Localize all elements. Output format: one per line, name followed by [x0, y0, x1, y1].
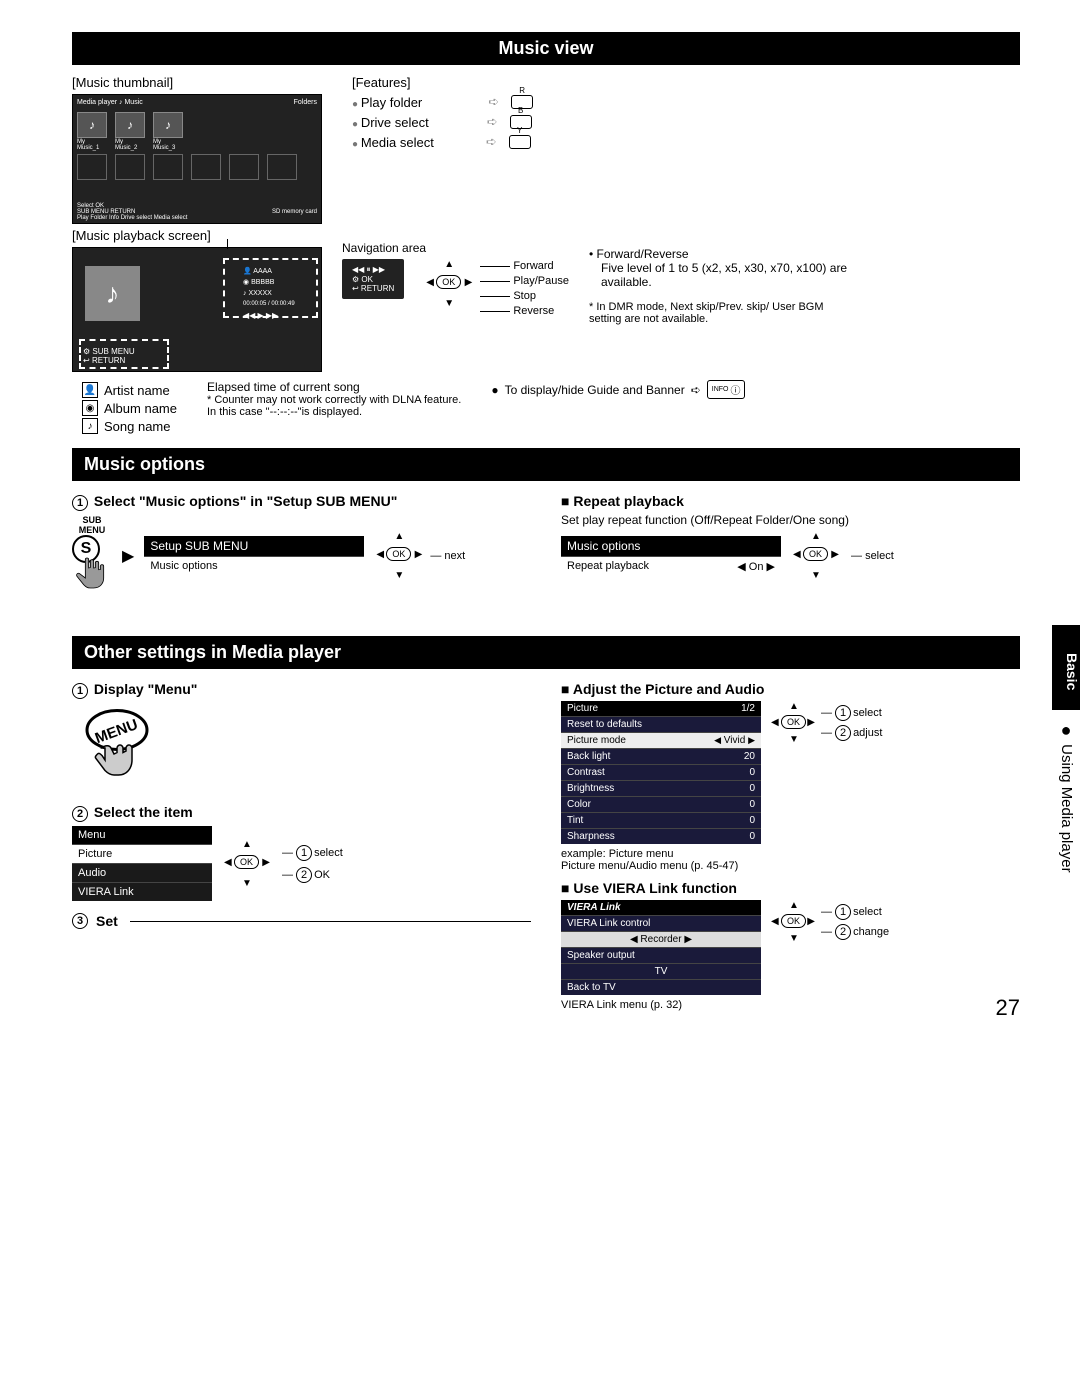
note-icon: ♪: [82, 418, 98, 434]
label-adjust: adjust: [853, 727, 882, 739]
elapsed-note: * Counter may not work correctly with DL…: [207, 394, 461, 418]
step-display-menu: 1 Display "Menu": [72, 681, 531, 699]
step-select-item: 2 Select the item: [72, 804, 531, 822]
feature-drive-select: Drive select: [352, 115, 429, 130]
legend-album: ◉Album name: [82, 400, 177, 416]
menu-button-hand: MENU: [72, 703, 162, 793]
other-settings-title: Other settings in Media player: [72, 636, 1020, 669]
label-select: select: [865, 550, 894, 562]
label-select: select: [853, 707, 882, 719]
music-note-icon: ♪: [153, 112, 183, 138]
nav-area-label: Navigation area: [342, 241, 569, 255]
legend-artist: 👤Artist name: [82, 382, 177, 398]
viera-tv-row[interactable]: TV: [561, 963, 761, 979]
ok-dpad[interactable]: ▲ ◀ ▶ ▼ OK: [771, 701, 815, 745]
disc-icon: ◉: [82, 400, 98, 416]
music-note-icon: ♪: [77, 112, 107, 138]
menu-list: Menu Picture Audio VIERA Link: [72, 826, 212, 901]
dmr-note: * In DMR mode, Next skip/Prev. skip/ Use…: [589, 301, 849, 325]
repeat-playback-row[interactable]: Repeat playback ◀ On ▶: [561, 556, 781, 576]
example-ref: Picture menu/Audio menu (p. 45-47): [561, 860, 1020, 872]
pic-row-backlight[interactable]: Back light20: [561, 748, 761, 764]
example-text: example: Picture menu: [561, 848, 1020, 860]
viera-link-menu: VIERA Link VIERA Link control ◀ Recorder…: [561, 900, 761, 995]
viera-link-title: Use VIERA Link function: [561, 880, 1020, 896]
menu-item-viera-link[interactable]: VIERA Link: [72, 882, 212, 901]
music-thumbnail-mock: Media player ♪ Music Folders ♪ ♪ ♪ My Mu…: [72, 94, 322, 224]
ok-button[interactable]: OK: [781, 914, 806, 928]
picture-menu: Picture1/2 Reset to defaults Picture mod…: [561, 701, 761, 844]
step-select-music-options: 1 Select "Music options" in "Setup SUB M…: [72, 493, 531, 511]
menu-item-picture[interactable]: Picture: [72, 844, 212, 863]
setup-sub-menu: Setup SUB MENU Music options: [144, 536, 364, 575]
label-playpause: Play/Pause: [513, 275, 569, 287]
pic-row-brightness[interactable]: Brightness0: [561, 780, 761, 796]
repeat-desc: Set play repeat function (Off/Repeat Fol…: [561, 513, 1020, 527]
music-options-title: Music options: [72, 448, 1020, 481]
music-options-row[interactable]: Music options: [144, 556, 364, 575]
music-view-title: Music view: [72, 32, 1020, 65]
person-icon: 👤: [82, 382, 98, 398]
label-select: select: [314, 847, 343, 859]
label-select: select: [853, 906, 882, 918]
ok-button[interactable]: OK: [386, 547, 411, 561]
album-art-icon: ♪: [85, 266, 140, 321]
label-reverse: Reverse: [513, 305, 554, 317]
viera-speaker-row[interactable]: Speaker output: [561, 947, 761, 963]
info-button[interactable]: INFO ⓘ: [707, 380, 746, 399]
fr-levels: Five level of 1 to 5 (x2, x5, x30, x70, …: [601, 261, 849, 289]
label-next: next: [444, 550, 465, 562]
ok-button[interactable]: OK: [436, 275, 461, 289]
thumbnail-label: [Music thumbnail]: [72, 75, 332, 90]
ok-dpad[interactable]: ▲ ◀ ▶ ▼ OK: [374, 531, 424, 581]
pic-row-color[interactable]: Color0: [561, 796, 761, 812]
viera-recorder-row[interactable]: ◀ Recorder ▶: [561, 931, 761, 947]
y-button[interactable]: Y: [509, 135, 531, 149]
fr-title: Forward/Reverse: [597, 247, 689, 261]
pic-row-contrast[interactable]: Contrast0: [561, 764, 761, 780]
pic-row-reset[interactable]: Reset to defaults: [561, 716, 761, 732]
pic-row-sharpness[interactable]: Sharpness0: [561, 828, 761, 844]
ok-button[interactable]: OK: [803, 547, 828, 561]
music-note-icon: ♪: [115, 112, 145, 138]
label-ok: OK: [314, 869, 330, 881]
feature-media-select: Media select: [352, 135, 434, 150]
feature-play-folder: Play folder: [352, 95, 422, 110]
menu-item-audio[interactable]: Audio: [72, 863, 212, 882]
ok-dpad[interactable]: ▲ ◀ ▶ ▼ OK: [222, 839, 272, 889]
display-guide-text: To display/hide Guide and Banner: [505, 383, 685, 397]
viera-control-row[interactable]: VIERA Link control: [561, 915, 761, 931]
ok-dpad[interactable]: ▲ ◀ ▶ ▼ OK: [791, 531, 841, 581]
elapsed-title: Elapsed time of current song: [207, 380, 461, 394]
viera-ref: VIERA Link menu (p. 32): [561, 999, 1020, 1011]
side-tab-basic: Basic: [1052, 625, 1080, 710]
label-change: change: [853, 926, 889, 938]
legend-song: ♪Song name: [82, 418, 177, 434]
label-stop: Stop: [513, 290, 536, 302]
playback-screen-mock: ♪ 👤 AAAA ◉ BBBBB ♪ XXXXX 00:00:05 / 00:0…: [72, 247, 322, 372]
arrow-right-icon: [487, 114, 502, 130]
ok-dpad[interactable]: ▲ ◀ ▶ ▼ OK: [424, 259, 474, 309]
ok-dpad[interactable]: ▲ ◀ ▶ ▼ OK: [771, 900, 815, 944]
nav-area-zoom: ◀◀ ⏸ ▶▶ ⚙ OK ↩ RETURN: [342, 259, 404, 299]
arrow-right-icon: [486, 134, 501, 150]
pic-row-mode[interactable]: Picture mode◀ Vivid ▶: [561, 732, 761, 748]
step-set: 3 Set: [72, 913, 531, 929]
pic-row-tint[interactable]: Tint0: [561, 812, 761, 828]
page-number: 27: [996, 995, 1020, 1021]
hand-icon: [72, 553, 112, 593]
features-label: [Features]: [352, 75, 533, 90]
repeat-playback-title: Repeat playback: [561, 493, 1020, 509]
viera-back-row[interactable]: Back to TV: [561, 979, 761, 995]
ok-button[interactable]: OK: [234, 855, 259, 869]
music-options-menu: Music options Repeat playback ◀ On ▶: [561, 536, 781, 576]
adjust-title: Adjust the Picture and Audio: [561, 681, 1020, 697]
side-text: ● Using Media player: [1055, 720, 1076, 873]
sub-menu-label: SUB MENU: [72, 515, 112, 535]
arrow-right-icon: [488, 94, 503, 110]
label-forward: Forward: [513, 260, 553, 272]
ok-button[interactable]: OK: [781, 715, 806, 729]
